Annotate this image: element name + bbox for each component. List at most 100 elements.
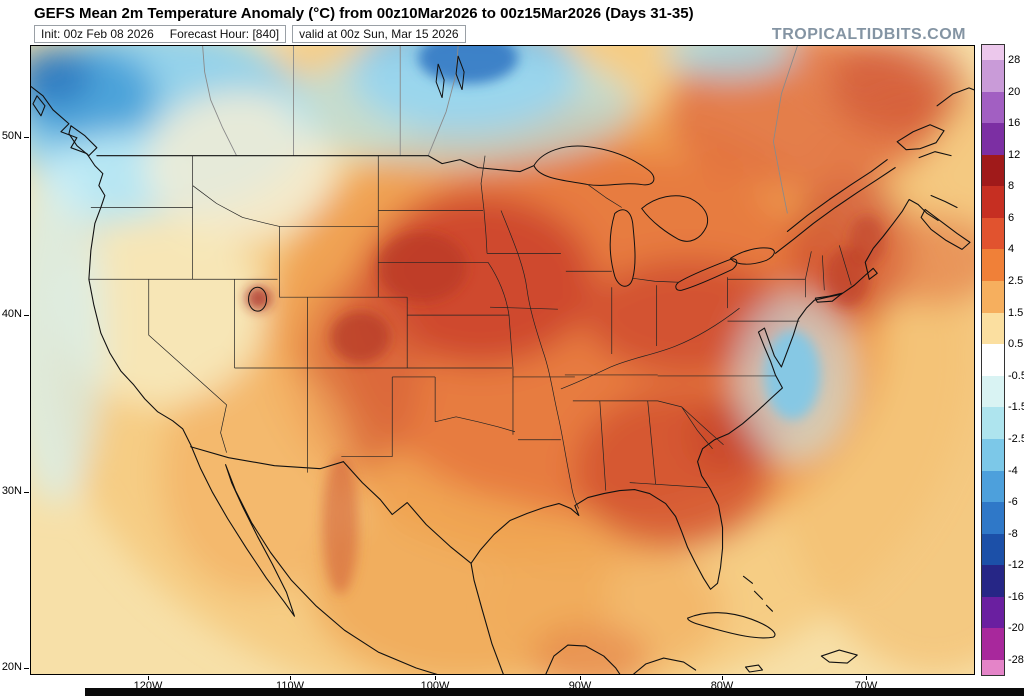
lon-tick-mark bbox=[866, 676, 867, 680]
lon-tick-mark bbox=[580, 676, 581, 680]
colorbar-label: -16 bbox=[1008, 590, 1024, 603]
jamaica bbox=[744, 664, 763, 673]
anomaly-blob bbox=[145, 90, 336, 241]
lon-tick-mark bbox=[435, 676, 436, 680]
colorbar-label: -28 bbox=[1008, 654, 1024, 666]
colorbar-label: 28 bbox=[1008, 54, 1021, 66]
colorbar-label: 1.5 bbox=[1008, 306, 1024, 319]
anomaly-blob bbox=[664, 46, 795, 78]
anomaly-blob bbox=[864, 215, 974, 306]
anomaly-blob bbox=[418, 46, 518, 84]
anomaly-blob bbox=[330, 311, 391, 363]
haida-gwaii bbox=[32, 95, 46, 117]
map-area bbox=[30, 45, 975, 675]
st-lawrence-river bbox=[774, 159, 896, 254]
colorbar-label: 20 bbox=[1008, 85, 1021, 98]
colorbar-segment bbox=[982, 217, 1004, 250]
lat-tick-mark bbox=[24, 668, 29, 669]
lon-tick-mark bbox=[148, 676, 149, 680]
colorbar-label: -1.5 bbox=[1008, 401, 1024, 414]
ohio-river bbox=[560, 307, 740, 390]
colorbar-segment bbox=[982, 533, 1004, 566]
vancouver-island bbox=[68, 125, 98, 157]
nova-scotia bbox=[920, 208, 971, 250]
forecast-hour-label: Forecast Hour: [840] bbox=[169, 27, 280, 41]
colorbar-label: 12 bbox=[1008, 148, 1021, 161]
anomaly-blob bbox=[829, 46, 969, 136]
rio-grande bbox=[342, 461, 472, 564]
anomaly-blob bbox=[285, 46, 635, 166]
us-canada-border bbox=[96, 155, 535, 173]
colorbar-segment bbox=[982, 154, 1004, 187]
init-forecast-box: Init: 00z Feb 08 2026 Forecast Hour: [84… bbox=[34, 25, 287, 43]
anomaly-blob bbox=[160, 355, 351, 595]
anomaly-blob bbox=[849, 215, 886, 266]
colorbar-segment bbox=[982, 60, 1004, 92]
anomaly-blob bbox=[322, 454, 359, 595]
colorbar-label: 2.5 bbox=[1008, 275, 1024, 288]
colorbar-segment bbox=[982, 312, 1004, 345]
colorbar-segments bbox=[982, 45, 1004, 675]
mississippi-river bbox=[500, 210, 580, 509]
anomaly-blob bbox=[31, 155, 104, 505]
valid-time-box: valid at 00z Sun, Mar 15 2026 bbox=[292, 25, 466, 43]
colorbar-label: -8 bbox=[1008, 527, 1018, 540]
us-mexico-border bbox=[190, 446, 344, 470]
colorbar-segment bbox=[982, 45, 1004, 60]
anomaly-blob bbox=[55, 215, 266, 405]
anomaly-map-svg bbox=[31, 46, 974, 674]
colorbar-label: -4 bbox=[1008, 464, 1018, 477]
lat-tick-label: 40N bbox=[1, 308, 22, 320]
pacific-coastline bbox=[31, 85, 438, 674]
colorbar-segment bbox=[982, 470, 1004, 503]
gulf-st-lawrence-islands bbox=[896, 87, 974, 209]
lat-axis: 50N 40N 30N 20N bbox=[0, 45, 30, 675]
lat-tick-mark bbox=[24, 137, 29, 138]
lat-tick-label: 20N bbox=[1, 661, 22, 673]
anomaly-blob bbox=[825, 247, 870, 308]
lon-tick-mark bbox=[722, 676, 723, 680]
lakes bbox=[248, 55, 775, 312]
lat-tick-label: 30N bbox=[1, 485, 22, 497]
lake-erie bbox=[675, 258, 738, 291]
state-borders bbox=[88, 155, 852, 509]
colorbar-segment bbox=[982, 375, 1004, 408]
colorbar-label: 0.5 bbox=[1008, 338, 1024, 351]
lat-tick-mark bbox=[24, 315, 29, 316]
colorbar-label: 4 bbox=[1008, 243, 1015, 256]
chart-title: GEFS Mean 2m Temperature Anomaly (°C) fr… bbox=[34, 5, 694, 22]
anomaly-field bbox=[31, 46, 974, 674]
colorbar-segment bbox=[982, 186, 1004, 218]
valid-label: valid at 00z Sun, Mar 15 2026 bbox=[299, 27, 459, 41]
lake-huron bbox=[641, 195, 709, 242]
colorbar-segment bbox=[982, 659, 1004, 675]
colorbar-labels: 28 20 16 12 8 6 4 2.5 1.5 0.5 -0.5 -1.5 -2.5 -4 -6 -8 -1… bbox=[1008, 45, 1024, 675]
colorbar-label: -12 bbox=[1008, 559, 1024, 572]
lake-michigan bbox=[609, 209, 636, 287]
info-row: Init: 00z Feb 08 2026 Forecast Hour: [84… bbox=[34, 25, 466, 43]
bahamas bbox=[742, 575, 773, 612]
colorbar-label: -6 bbox=[1008, 496, 1018, 509]
anomaly-blob bbox=[377, 232, 468, 303]
colorbar-label: 16 bbox=[1008, 117, 1021, 130]
colorbar-label: -0.5 bbox=[1008, 369, 1024, 382]
province-borders bbox=[202, 46, 798, 214]
colorbar-segment bbox=[982, 344, 1004, 376]
anomaly-blob bbox=[245, 286, 272, 311]
anomaly-blob bbox=[529, 624, 650, 674]
anomaly-blob bbox=[31, 46, 93, 106]
lake-superior bbox=[533, 145, 655, 186]
colorbar-segment bbox=[982, 628, 1004, 660]
hispaniola bbox=[820, 649, 858, 664]
colorbar-segment bbox=[982, 502, 1004, 534]
colorbar-segment bbox=[982, 123, 1004, 155]
colorbar-label: 6 bbox=[1008, 211, 1015, 224]
anomaly-blob bbox=[764, 330, 821, 420]
init-label: Init: 00z Feb 08 2026 bbox=[41, 27, 154, 41]
lat-tick-mark bbox=[24, 492, 29, 493]
colorbar-label: -2.5 bbox=[1008, 432, 1024, 445]
animation-progress-bar bbox=[85, 688, 1024, 696]
great-salt-lake bbox=[248, 286, 267, 312]
colorbar-segment bbox=[982, 596, 1004, 629]
colorbar-segment bbox=[982, 281, 1004, 313]
